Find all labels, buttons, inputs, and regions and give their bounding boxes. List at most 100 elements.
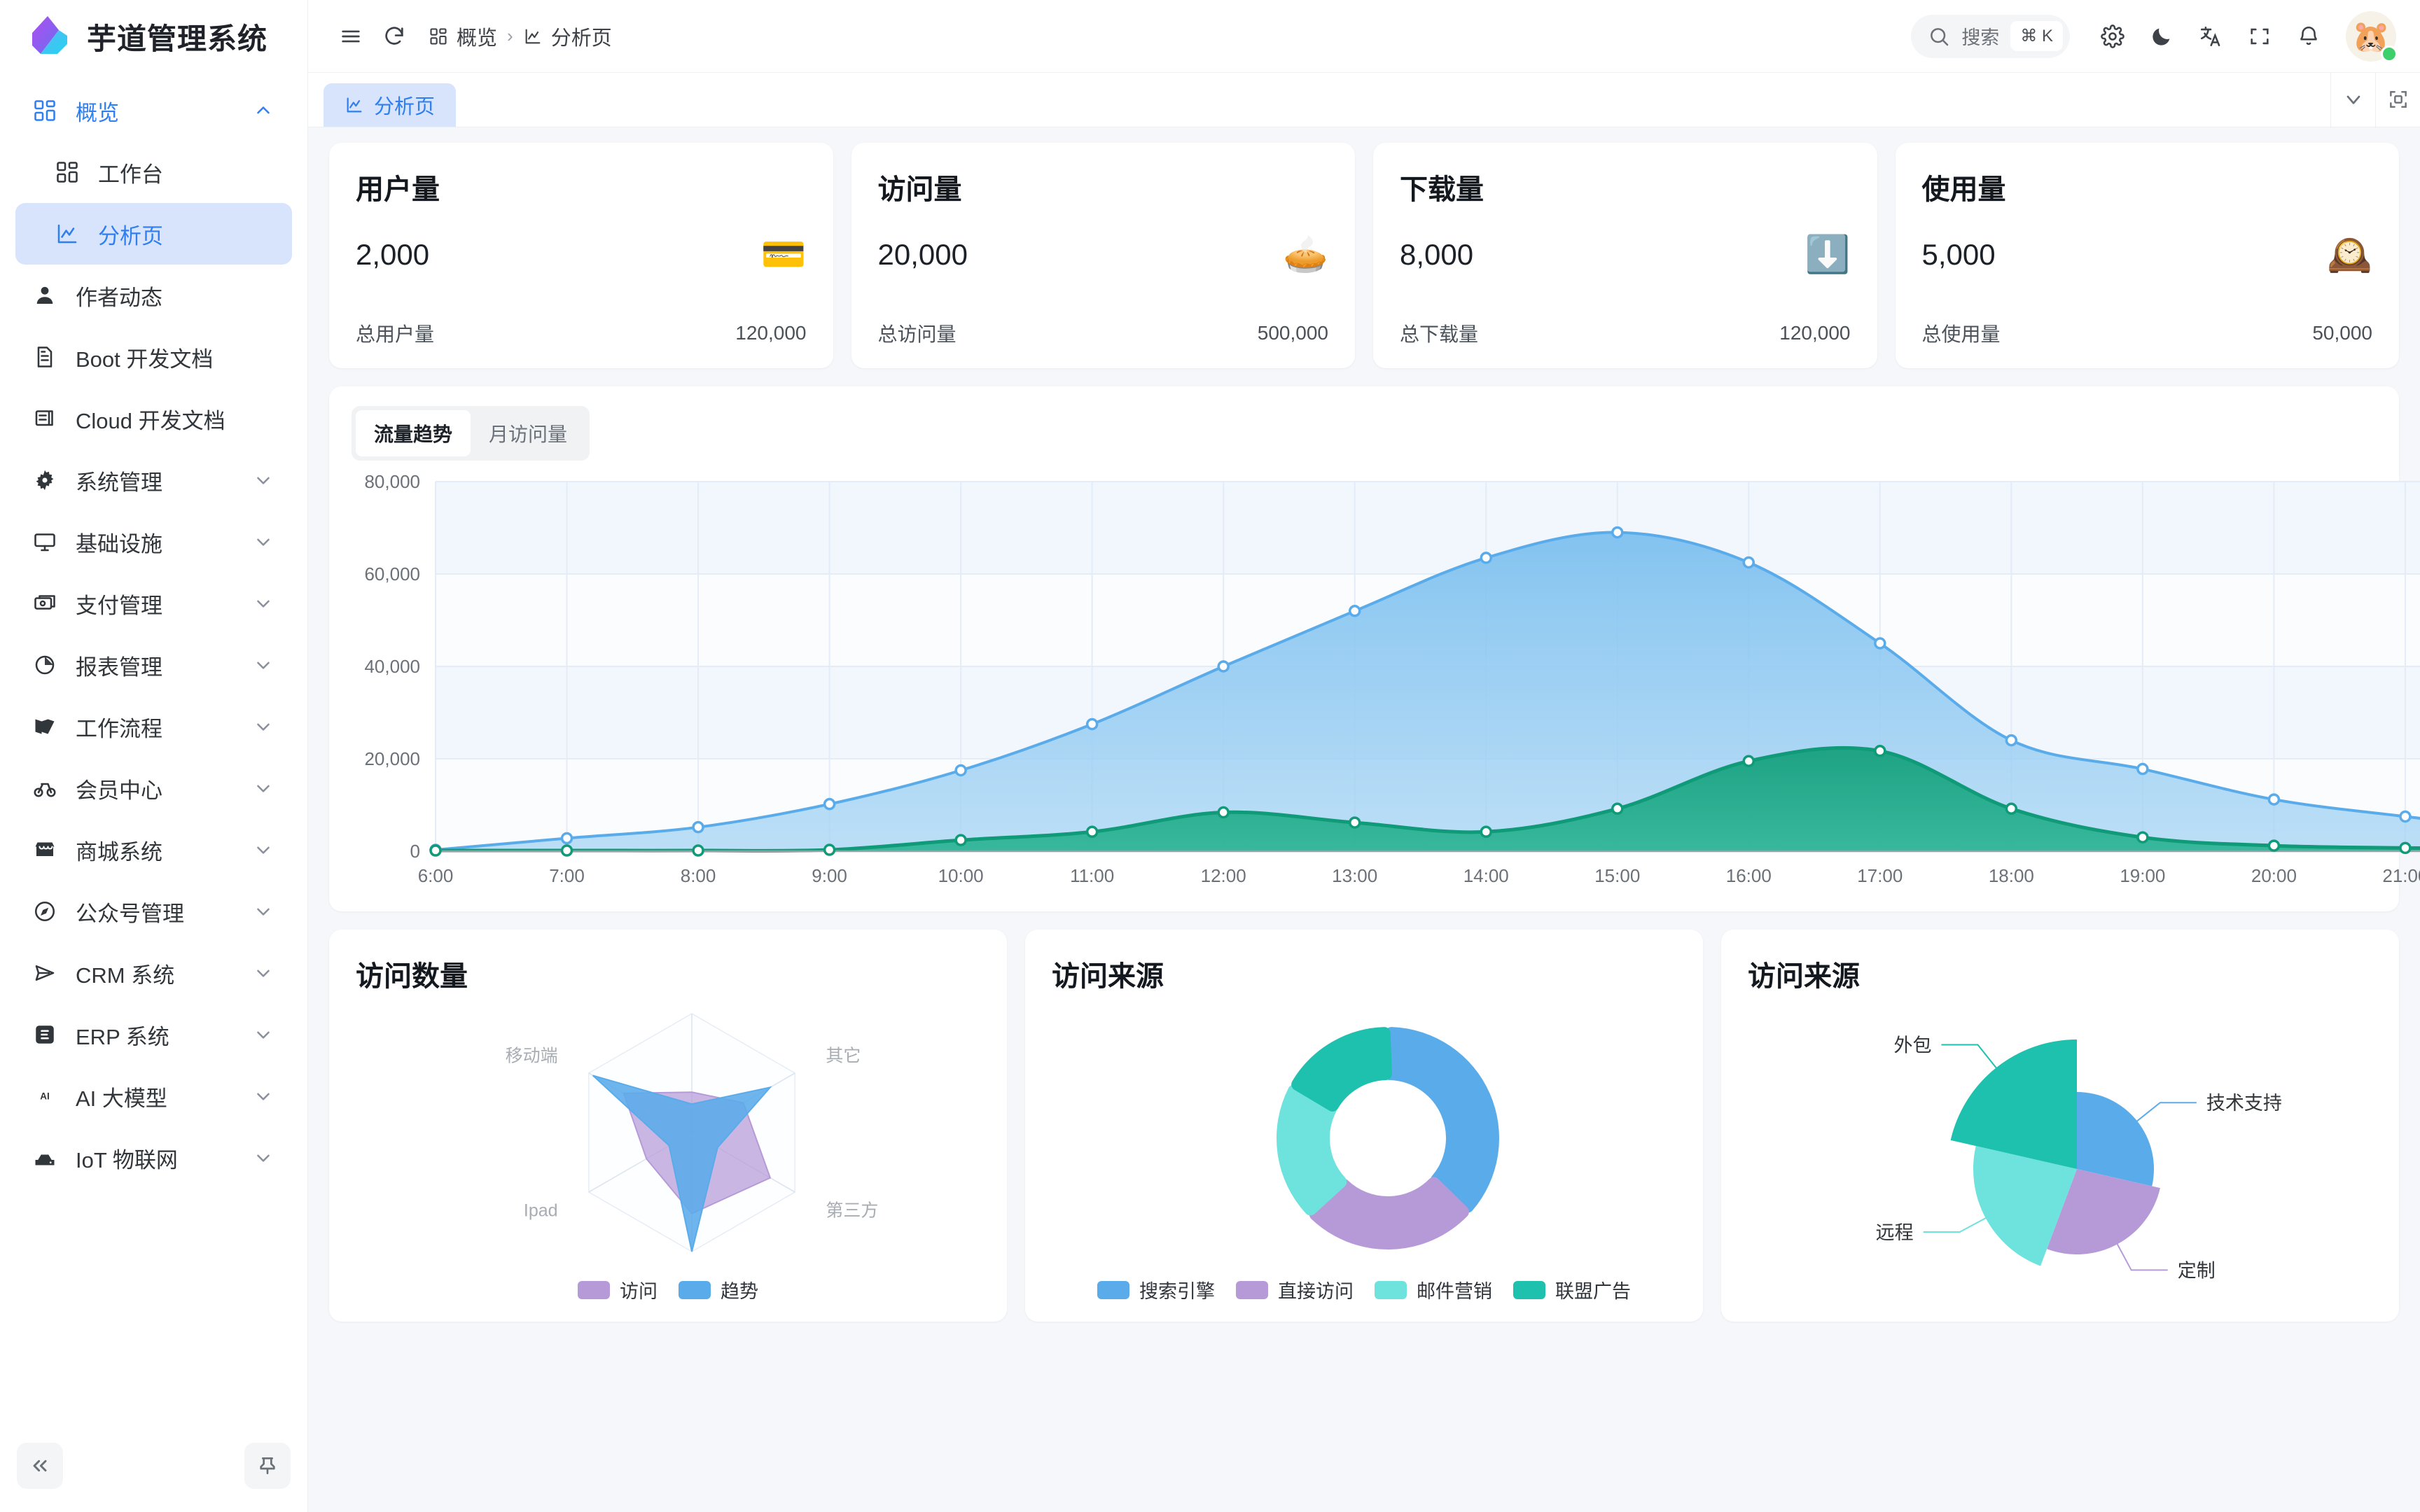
radar-card-title: 访问数量: [356, 961, 468, 992]
legend-item[interactable]: 直接访问: [1236, 1276, 1354, 1303]
chevron-down-icon[interactable]: [253, 839, 274, 860]
chevron-down-icon[interactable]: [253, 1086, 274, 1107]
maximize-content-icon[interactable]: [2375, 72, 2420, 127]
stat-foot-label: 总用户量: [356, 323, 435, 345]
chevron-down-icon[interactable]: [253, 593, 274, 614]
legend-item[interactable]: 搜索引擎: [1097, 1276, 1215, 1303]
sidebar-item-label: 作者动态: [76, 285, 162, 310]
app-logo-icon: [25, 15, 71, 58]
legend-label: 联盟广告: [1555, 1281, 1631, 1302]
donut-card: 访问来源 搜索引擎 直接访问 邮件营销 联盟广告: [1025, 930, 1703, 1322]
sidebar-item-10[interactable]: 工作流程: [15, 696, 292, 757]
sidebar-item-11[interactable]: 会员中心: [15, 757, 292, 819]
trend-tab-traffic[interactable]: 流量趋势: [356, 410, 471, 456]
sidebar: 芋道管理系统 概览工作台分析页作者动态 Boot 开发文档 Cloud 开发文档 系统…: [0, 0, 308, 1512]
chevron-down-icon[interactable]: [253, 654, 274, 676]
trend-tab-monthly[interactable]: 月访问量: [489, 424, 568, 445]
bell-icon[interactable]: [2287, 15, 2330, 58]
sidebar-item-15[interactable]: ERP 系统: [15, 1004, 292, 1065]
chevron-down-icon[interactable]: [253, 1024, 274, 1045]
sidebar-item-label: Cloud 开发文档: [76, 408, 225, 433]
sidebar-item-13[interactable]: 公众号管理: [15, 881, 292, 942]
sidebar-item-9[interactable]: 报表管理: [15, 634, 292, 696]
legend-swatch: [1236, 1280, 1268, 1299]
gear-icon[interactable]: [2091, 15, 2134, 58]
fullscreen-icon[interactable]: [2238, 15, 2281, 58]
sidebar-item-label: 工作台: [98, 162, 163, 187]
stat-card-0: 用户量 2,000 💳 总用户量 120,000: [329, 143, 833, 368]
stat-card-row: 用户量 2,000 💳 总用户量 120,000 访问量 20,000 🥧 总访问量 500,00…: [329, 143, 2399, 368]
rose-card-title: 访问来源: [1748, 961, 1860, 992]
sidebar-item-label: 报表管理: [76, 654, 162, 680]
svg-text:14:00: 14:00: [1463, 865, 1509, 886]
chevron-down-icon[interactable]: [253, 962, 274, 983]
svg-text:第三方: 第三方: [826, 1201, 878, 1221]
tab-strip-actions: [2330, 72, 2420, 127]
sidebar-item-label: 概览: [76, 100, 119, 125]
breadcrumb: 概览 › 分析页: [429, 22, 612, 51]
sidebar-item-label: 支付管理: [76, 593, 162, 618]
chevron-down-icon[interactable]: [253, 531, 274, 552]
legend-item[interactable]: 邮件营销: [1375, 1276, 1492, 1303]
search-icon: [1928, 25, 1950, 48]
chevron-down-icon[interactable]: [253, 470, 274, 491]
svg-text:AI: AI: [40, 1091, 50, 1102]
chevron-up-icon[interactable]: [253, 100, 274, 121]
stat-foot-label: 总使用量: [1921, 323, 2001, 345]
brand[interactable]: 芋道管理系统: [0, 0, 307, 73]
avatar[interactable]: 🐹: [2346, 10, 2398, 62]
compass-icon: [32, 899, 64, 924]
moon-icon[interactable]: [2140, 15, 2183, 58]
chevron-down-icon[interactable]: [253, 716, 274, 737]
tab-analysis[interactable]: 分析页: [324, 83, 457, 127]
hamburger-icon[interactable]: [329, 15, 373, 58]
svg-text:移动端: 移动端: [506, 1046, 558, 1066]
chevron-down-icon[interactable]: [2330, 72, 2375, 127]
chevron-down-icon[interactable]: [253, 1147, 274, 1168]
sidebar-item-2[interactable]: 分析页: [15, 203, 292, 265]
sidebar-item-label: 系统管理: [76, 470, 162, 495]
chevron-down-icon[interactable]: [253, 778, 274, 799]
sidebar-item-1[interactable]: 工作台: [15, 141, 292, 203]
sidebar-item-12[interactable]: 商城系统: [15, 819, 292, 881]
legend-item[interactable]: 联盟广告: [1513, 1276, 1631, 1303]
search-label: 搜索: [1961, 27, 2000, 48]
breadcrumb-item-analysis[interactable]: 分析页: [523, 22, 612, 51]
breadcrumb-item-overview[interactable]: 概览: [429, 22, 497, 51]
legend-label: 访问: [620, 1281, 658, 1302]
document-icon: [32, 344, 64, 370]
sidebar-collapse-button[interactable]: [17, 1443, 63, 1489]
documents-icon: [32, 406, 64, 431]
pin-icon[interactable]: [244, 1443, 291, 1489]
sidebar-item-4[interactable]: Boot 开发文档: [15, 326, 292, 388]
sidebar-item-label: AI 大模型: [76, 1086, 167, 1111]
legend-item[interactable]: 访问: [578, 1276, 658, 1303]
breadcrumb-separator: ›: [507, 25, 513, 46]
radar-legend: 访问 趋势: [356, 1276, 980, 1308]
sidebar-item-3[interactable]: 作者动态: [15, 265, 292, 326]
tab-strip: 分析页: [308, 72, 2420, 127]
sidebar-item-14[interactable]: CRM 系统: [15, 942, 292, 1004]
sidebar-item-7[interactable]: 基础设施: [15, 511, 292, 573]
svg-text:Ipad: Ipad: [524, 1201, 558, 1221]
legend-item[interactable]: 趋势: [679, 1276, 758, 1303]
sidebar-item-8[interactable]: 支付管理: [15, 573, 292, 634]
stat-foot-value: 500,000: [1257, 322, 1328, 344]
sidebar-menu: 概览工作台分析页作者动态 Boot 开发文档 Cloud 开发文档 系统管理基础设施支…: [0, 73, 307, 1435]
stat-value: 8,000: [1400, 238, 1474, 271]
svg-text:80,000: 80,000: [364, 471, 420, 492]
chart-line-icon: [55, 221, 87, 246]
search-button[interactable]: 搜索 ⌘ K: [1911, 14, 2070, 58]
chevron-down-icon[interactable]: [253, 901, 274, 922]
sidebar-item-0[interactable]: 概览: [15, 80, 292, 141]
sidebar-item-5[interactable]: Cloud 开发文档: [15, 388, 292, 449]
translate-icon[interactable]: [2189, 15, 2232, 58]
sidebar-item-16[interactable]: AI AI 大模型: [15, 1065, 292, 1127]
area-chart: 0 20,000 40,000 60,000 80,000 6:00 7:00 8:00 9:0…: [352, 466, 2420, 900]
sidebar-item-17[interactable]: IoT 物联网: [15, 1127, 292, 1189]
sidebar-item-6[interactable]: 系统管理: [15, 449, 292, 511]
refresh-icon[interactable]: [373, 15, 416, 58]
stat-foot-label: 总访问量: [877, 323, 957, 345]
sidebar-item-label: Boot 开发文档: [76, 346, 214, 372]
